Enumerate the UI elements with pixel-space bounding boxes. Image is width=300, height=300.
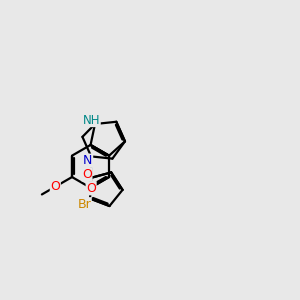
Text: NH: NH xyxy=(83,113,100,127)
Text: O: O xyxy=(82,168,92,181)
Text: N: N xyxy=(83,154,93,167)
Text: O: O xyxy=(50,180,60,193)
Text: Br: Br xyxy=(77,198,91,211)
Text: O: O xyxy=(86,182,96,195)
